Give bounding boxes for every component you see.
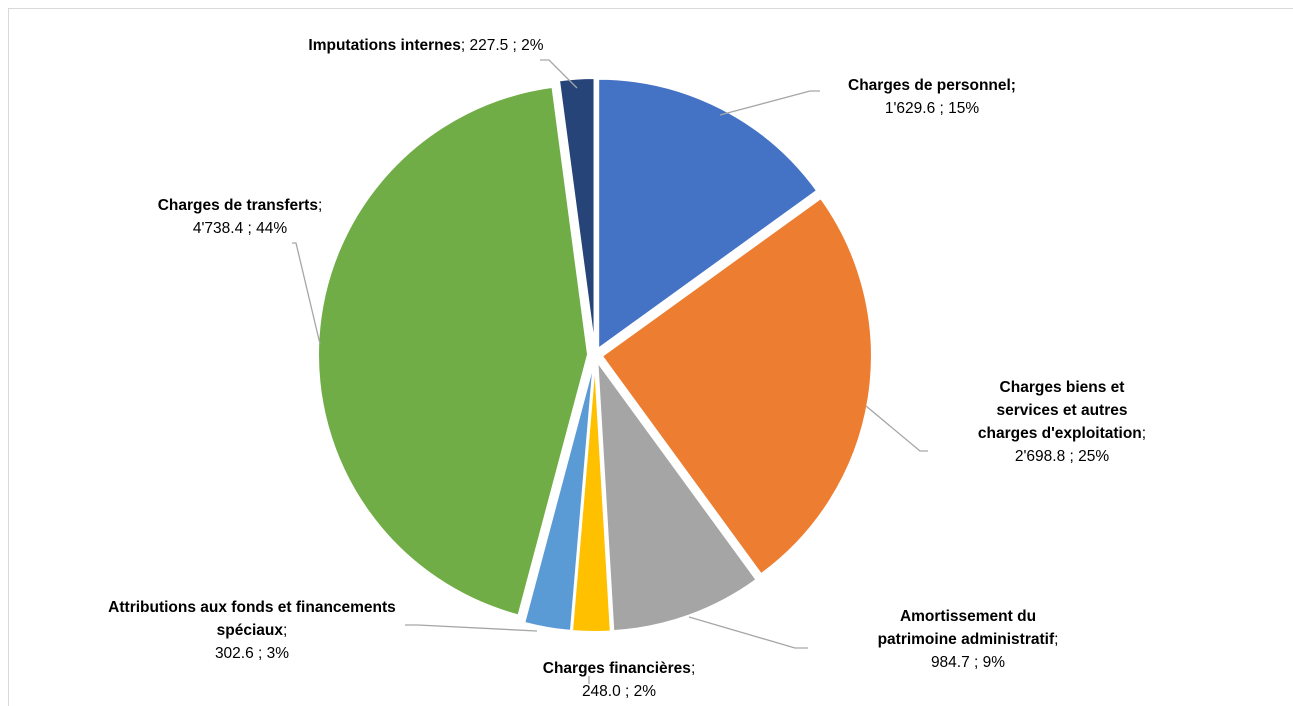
slice-label-5: Charges de transferts; 4'738.4 ; 44% [158, 197, 323, 237]
slice-label-5-line-1: 4'738.4 ; 44% [193, 220, 288, 237]
pie-slice-1 [600, 196, 873, 576]
slice-label-6-line-0: Imputations internes; 227.5 ; 2% [308, 37, 543, 54]
slice-label-3-line-0: Charges financières; [543, 660, 696, 677]
slice-label-plain-text: ; [1142, 425, 1146, 442]
pie-slice-3 [570, 361, 612, 633]
pie-slice-2 [596, 358, 758, 633]
slice-label-bold-text: Charges de transferts [158, 197, 318, 214]
slice-label-2-line-1: patrimoine administratif; [878, 631, 1059, 648]
slice-label-4-line-1: spéciaux; [217, 622, 288, 639]
slice-label-1-line-0: Charges biens et [1000, 379, 1125, 396]
slice-label-plain-text: ; [318, 197, 322, 214]
slice-label-bold-text: Attributions aux fonds et financements [108, 599, 396, 616]
slice-label-6: Imputations internes; 227.5 ; 2% [308, 37, 543, 54]
slice-label-bold-text: charges d'exploitation [978, 425, 1142, 442]
slice-label-bold-text: Charges de personnel; [848, 77, 1016, 94]
slice-label-2: Amortissement du patrimoine administratif… [878, 608, 1059, 671]
slice-label-plain-text: 984.7 ; 9% [931, 654, 1005, 671]
slice-label-0-line-1: 1'629.6 ; 15% [885, 100, 980, 117]
slice-label-3-line-1: 248.0 ; 2% [582, 683, 656, 700]
slice-label-0-line-0: Charges de personnel; [848, 77, 1016, 94]
slice-label-bold-text: Imputations internes [308, 37, 460, 54]
slice-label-bold-text: spéciaux [217, 622, 284, 639]
pie-slice-0 [597, 77, 819, 351]
slice-label-3: Charges financières; 248.0 ; 2% [543, 660, 696, 700]
slice-label-bold-text: Amortissement du [900, 608, 1036, 625]
slice-label-1-line-3: 2'698.8 ; 25% [1015, 448, 1110, 465]
slice-label-1-line-1: services et autres [997, 402, 1128, 419]
slice-label-plain-text: 248.0 ; 2% [582, 683, 656, 700]
slice-label-bold-text: Charges financières [543, 660, 691, 677]
leader-line-6 [540, 59, 578, 89]
leader-line-2 [688, 616, 808, 649]
slice-label-bold-text: patrimoine administratif [878, 631, 1055, 648]
slice-label-plain-text: 4'738.4 ; 44% [193, 220, 288, 237]
slice-label-2-line-0: Amortissement du [900, 608, 1036, 625]
chart-frame [8, 8, 1293, 706]
slice-label-5-line-0: Charges de transferts; [158, 197, 323, 214]
slice-label-plain-text: 1'629.6 ; 15% [885, 100, 980, 117]
slice-label-plain-text: ; [283, 622, 287, 639]
pie-slice-4 [523, 361, 595, 633]
leader-line-0 [719, 90, 820, 116]
leader-line-1 [865, 405, 928, 452]
slice-label-plain-text: ; 227.5 ; 2% [461, 37, 544, 54]
leader-lines [292, 59, 928, 684]
slice-label-plain-text: ; [691, 660, 695, 677]
slice-label-4-line-2: 302.6 ; 3% [215, 645, 289, 662]
slice-label-1: Charges biens et services et autres charge… [978, 379, 1146, 465]
slice-label-bold-text: Charges biens et [1000, 379, 1125, 396]
slice-label-0: Charges de personnel; 1'629.6 ; 15% [848, 77, 1016, 117]
slice-label-4-line-0: Attributions aux fonds et financements [108, 599, 396, 616]
slice-label-bold-text: services et autres [997, 402, 1128, 419]
slice-label-plain-text: 2'698.8 ; 25% [1015, 448, 1110, 465]
pie-slices [317, 77, 873, 633]
leader-line-4 [405, 624, 538, 632]
data-labels: Charges de personnel; 1'629.6 ; 15%Charge… [108, 37, 1146, 700]
slice-label-1-line-2: charges d'exploitation; [978, 425, 1146, 442]
slice-label-4: Attributions aux fonds et financements sp… [108, 599, 396, 662]
slice-label-plain-text: ; [1054, 631, 1058, 648]
leader-line-5 [292, 242, 321, 345]
slice-label-plain-text: 302.6 ; 3% [215, 645, 289, 662]
pie-slice-6 [557, 77, 596, 349]
slice-label-2-line-2: 984.7 ; 9% [931, 654, 1005, 671]
